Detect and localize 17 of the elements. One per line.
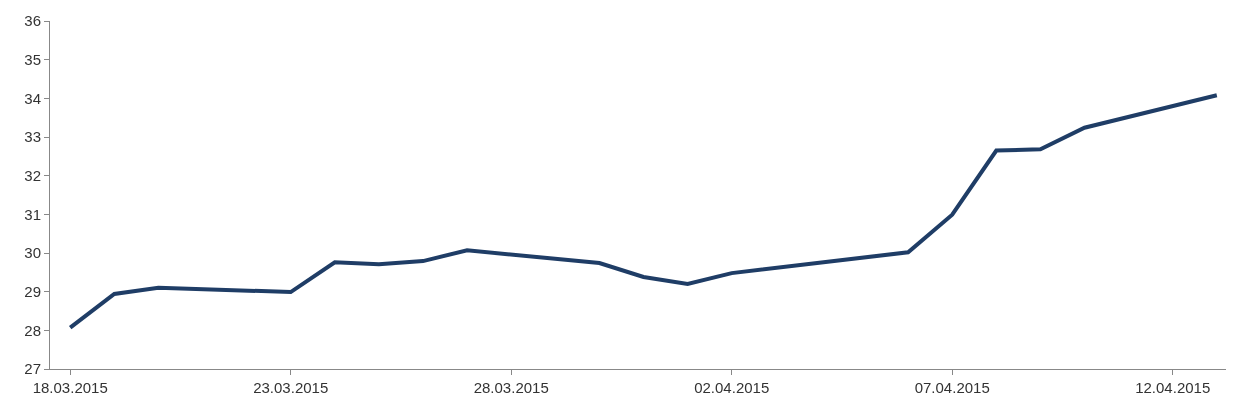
- y-tick-label: 34: [24, 89, 41, 107]
- y-tick-label: 36: [24, 12, 41, 30]
- line-series: [68, 93, 1219, 330]
- x-tick-label: 07.04.2015: [914, 379, 990, 396]
- y-tick-label: 28: [24, 321, 41, 339]
- y-tick-label: 35: [24, 50, 41, 68]
- y-tick-label: 29: [24, 282, 41, 300]
- x-tick-label: 02.04.2015: [694, 379, 770, 396]
- y-tick-label: 30: [24, 244, 41, 262]
- x-tick-label: 18.03.2015: [32, 379, 108, 396]
- y-tick-label: 32: [24, 166, 41, 184]
- y-tick-label: 27: [24, 360, 41, 378]
- x-tick-label: 12.04.2015: [1135, 379, 1211, 396]
- x-tick-label: 28.03.2015: [473, 379, 549, 396]
- y-tick-label: 31: [24, 205, 41, 223]
- x-tick-label: 23.03.2015: [253, 379, 329, 396]
- y-tick-label: 33: [24, 128, 41, 146]
